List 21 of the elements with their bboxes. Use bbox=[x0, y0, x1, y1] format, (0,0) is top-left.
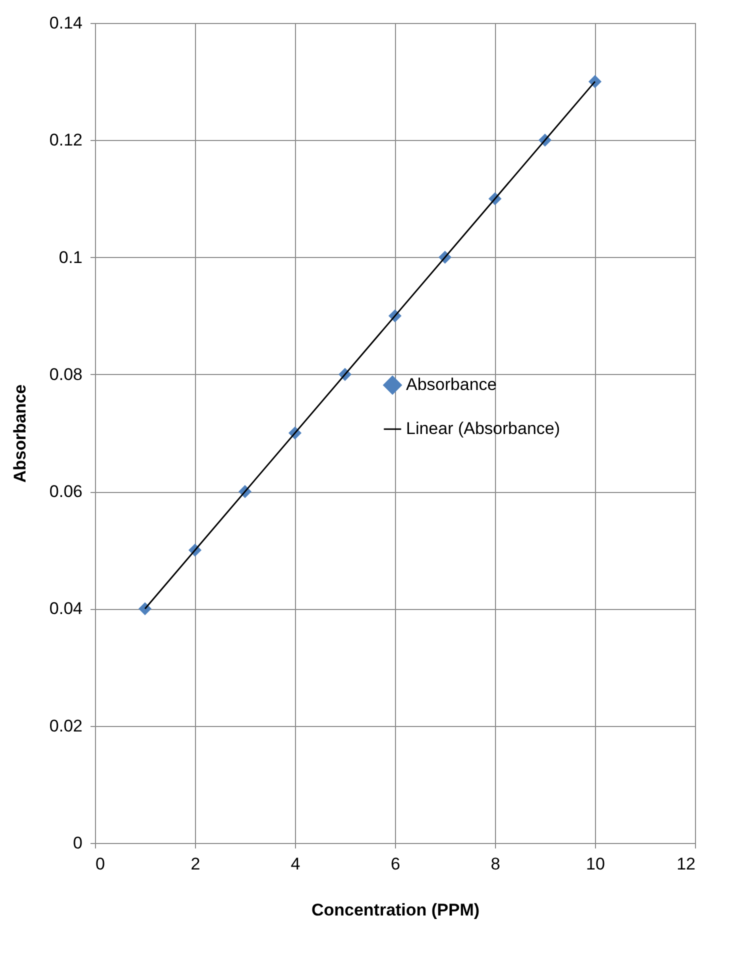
x-tick-label: 8 bbox=[490, 854, 500, 874]
legend-label: Absorbance bbox=[406, 375, 497, 394]
y-tick-label: 0.14 bbox=[49, 14, 82, 32]
y-tick-label: 0.02 bbox=[49, 716, 82, 736]
x-tick-label: 2 bbox=[190, 854, 200, 874]
legend-label: Linear (Absorbance) bbox=[406, 419, 560, 438]
x-tick-label: 6 bbox=[390, 854, 400, 874]
y-tick-label: 0 bbox=[73, 834, 82, 852]
y-tick-label: 0.12 bbox=[49, 130, 82, 150]
x-tick-label: 10 bbox=[586, 854, 605, 874]
point bbox=[588, 75, 602, 88]
x-tick-label: 12 bbox=[676, 854, 696, 874]
x-tick-label: 4 bbox=[290, 854, 300, 874]
x-axis-title: Concentration (PPM) bbox=[311, 900, 480, 920]
y-tick-label: 0.1 bbox=[58, 248, 82, 267]
y-tick-label: 0.08 bbox=[49, 364, 82, 384]
y-tick-label: 0.04 bbox=[49, 599, 82, 618]
x-tick-label: 0 bbox=[96, 854, 105, 874]
y-tick-label: 0.06 bbox=[49, 482, 82, 502]
y-axis-title: Absorbance bbox=[10, 384, 30, 483]
point bbox=[138, 602, 152, 616]
